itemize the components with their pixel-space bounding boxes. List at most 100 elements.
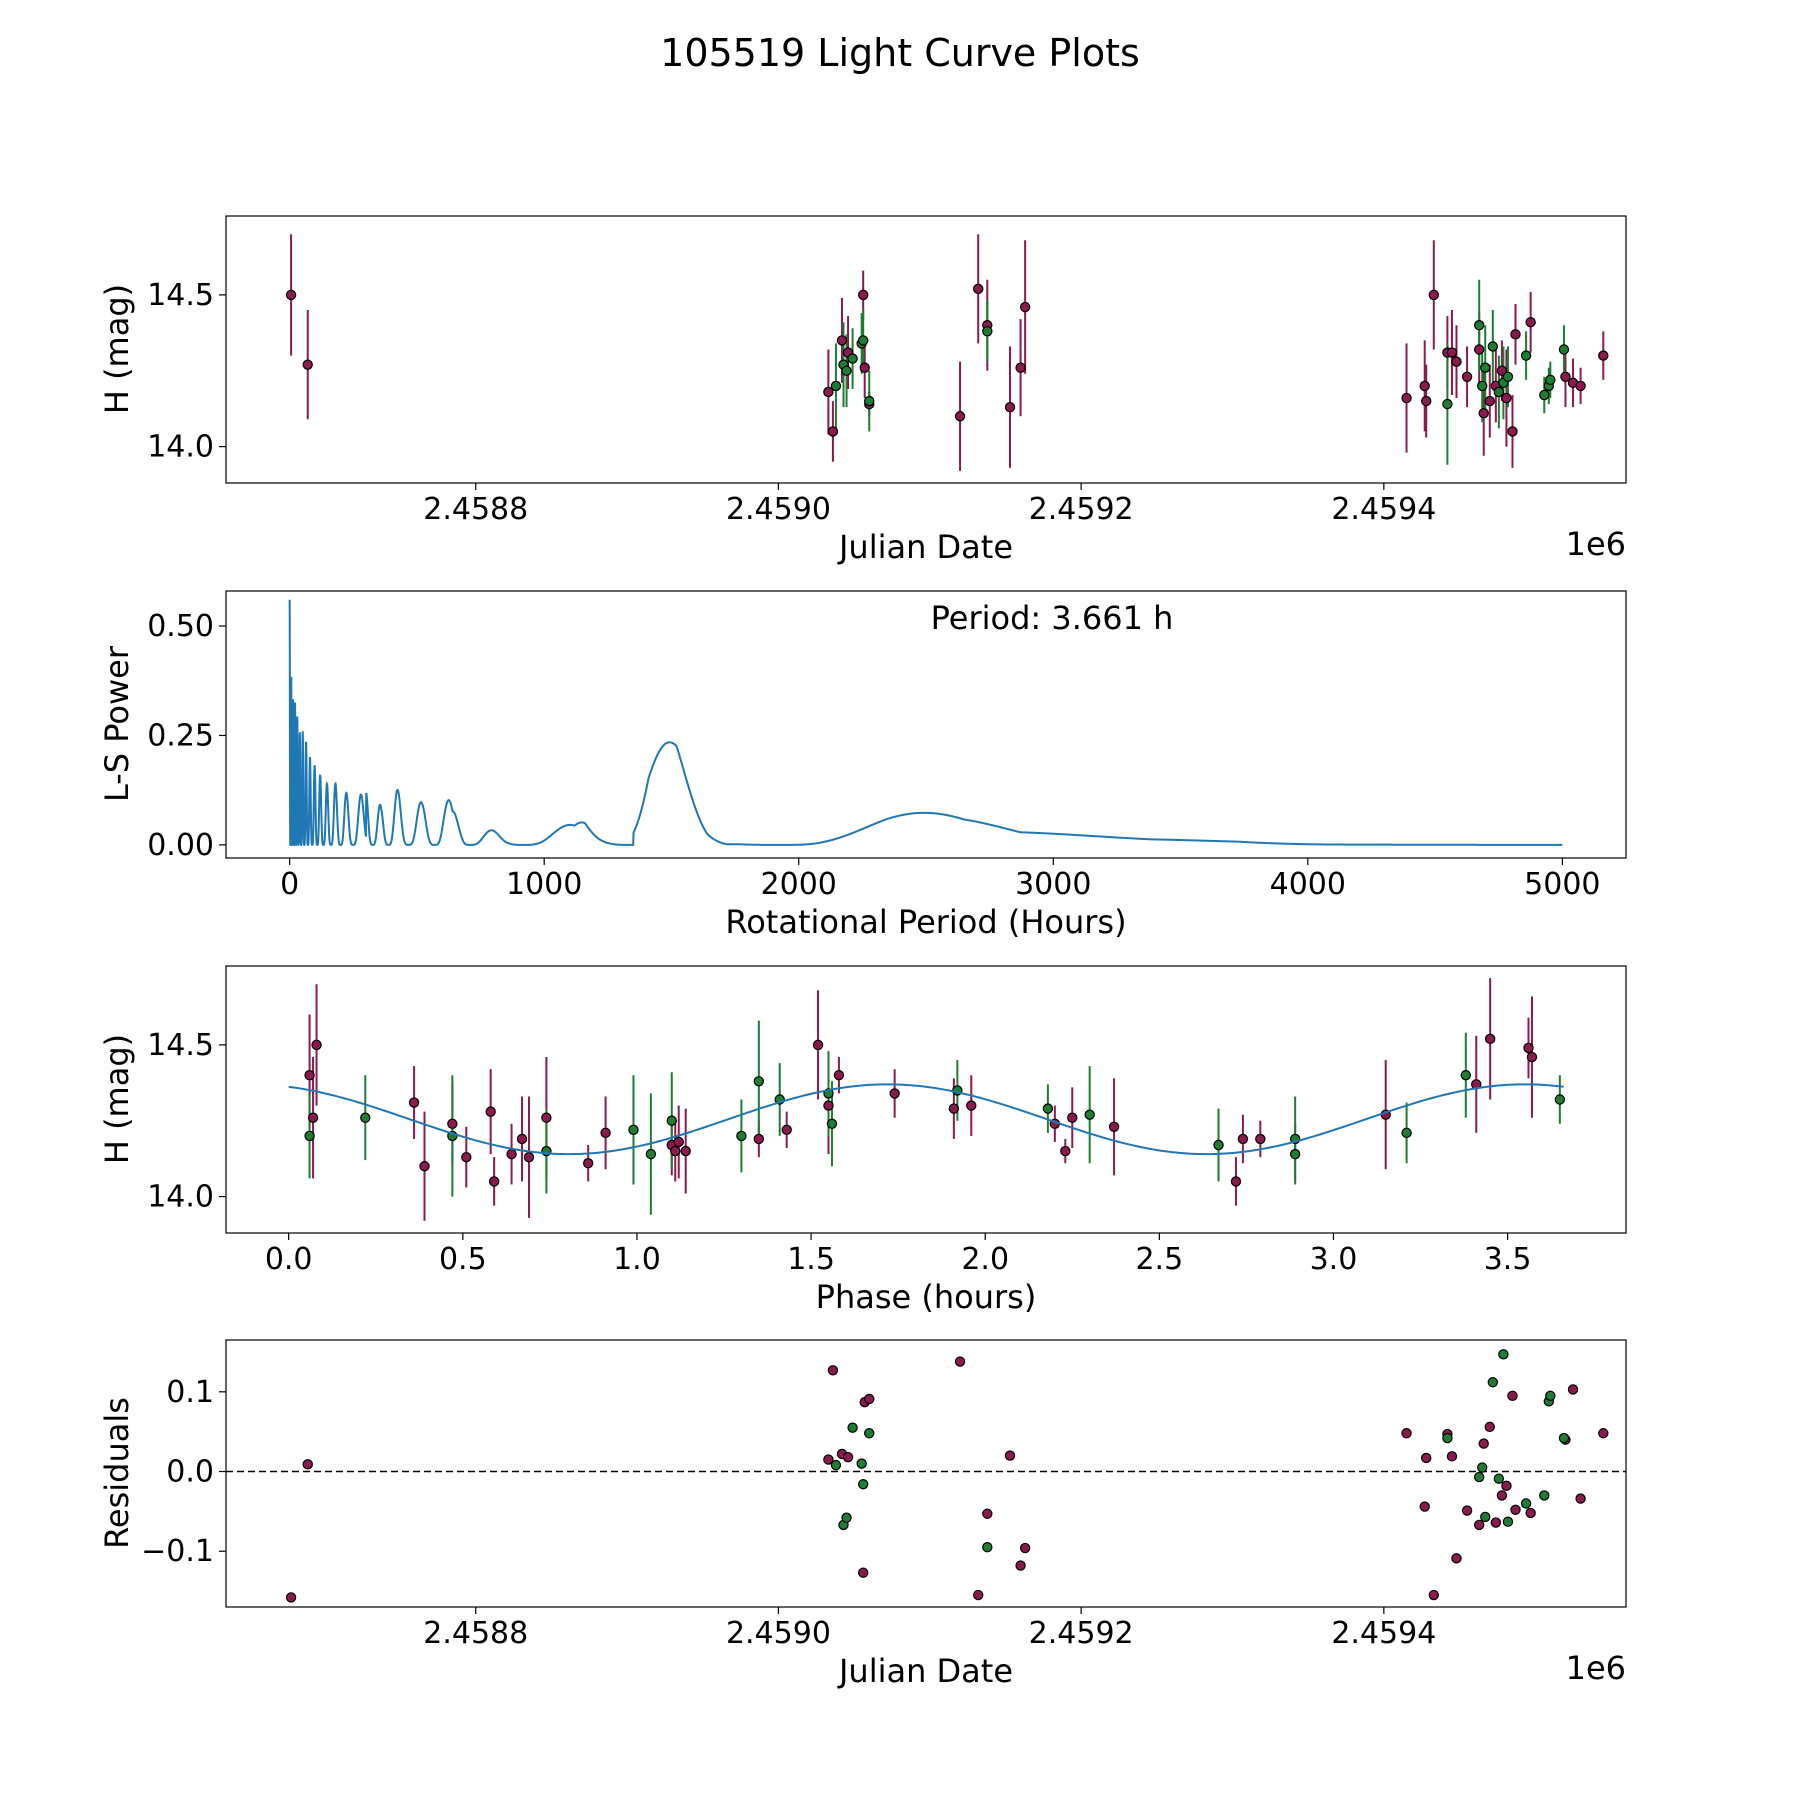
residuals-point-green [982, 1542, 993, 1553]
light-curve-point-magenta [1525, 316, 1536, 328]
phase-point-green [304, 1130, 315, 1142]
residuals-xlabel: Julian Date [837, 1652, 1013, 1690]
residuals-ytick-label: 0.1 [166, 1375, 214, 1410]
light-curve-point-magenta [1421, 395, 1432, 407]
light-curve-point-magenta [1478, 408, 1489, 419]
residuals-point-green [841, 1512, 852, 1523]
residuals-point-green [830, 1459, 842, 1471]
light-curve-offset-label: 1e6 [1566, 525, 1626, 563]
light-curve-point-magenta [1004, 401, 1016, 413]
residuals-point-magenta [1496, 1490, 1508, 1501]
residuals-point-magenta [1598, 1428, 1609, 1439]
residuals-point-magenta [285, 1592, 297, 1603]
residuals-point-magenta [842, 1451, 854, 1463]
phase-point-magenta [523, 1151, 535, 1163]
periodogram-ytick-label: 0.50 [147, 609, 214, 644]
phase-point-magenta [488, 1176, 500, 1187]
light-curve-marks [285, 234, 1609, 471]
residuals-point-magenta [1421, 1452, 1432, 1464]
residuals-point-magenta [973, 1589, 984, 1601]
phase-ylabel: H (mag) [98, 1034, 136, 1164]
phase-point-green [1213, 1139, 1224, 1151]
residuals-point-magenta [1507, 1390, 1518, 1401]
residuals-point-magenta [302, 1459, 313, 1470]
residuals-xtick-label: 2.4594 [1331, 1616, 1436, 1651]
phase-point-magenta [516, 1133, 528, 1145]
residuals-panel: Julian Date Residuals 1e6 2.4588 2.4590 2.… [98, 1339, 1627, 1690]
light-curve-point-green [1520, 350, 1532, 361]
light-curve-xtick-label: 2.4590 [726, 492, 831, 527]
residuals-point-magenta [864, 1393, 875, 1405]
residuals-xtick-label: 2.4592 [1029, 1616, 1134, 1651]
residuals-point-magenta [1567, 1384, 1579, 1395]
light-curve-panel: Julian Date H (mag) 1e6 2.4588 2.4590 2.45… [98, 215, 1627, 566]
phase-point-magenta [311, 1039, 322, 1051]
light-curve-point-magenta [954, 411, 966, 422]
light-curve-point-green [841, 365, 852, 376]
phase-point-magenta [582, 1158, 594, 1169]
phase-point-magenta [753, 1133, 765, 1145]
phase-point-magenta [506, 1148, 517, 1160]
light-curve-point-magenta [859, 362, 870, 373]
residuals-point-green [1558, 1432, 1570, 1444]
residuals-offset-label: 1e6 [1566, 1649, 1626, 1687]
phase-frame [225, 965, 1627, 1234]
residuals-marks [226, 1349, 1626, 1603]
residuals-point-green [1487, 1377, 1499, 1388]
light-curve-point-magenta [1451, 356, 1462, 367]
phase-point-magenta [485, 1106, 496, 1117]
phase-xtick-label: 2.0 [961, 1242, 1009, 1277]
phase-point-magenta [812, 1039, 824, 1051]
light-curve-point-magenta [1575, 380, 1586, 392]
phase-point-green [753, 1076, 765, 1087]
light-curve-xtick-label: 2.4594 [1331, 492, 1436, 527]
light-curve-point-green [1473, 320, 1485, 331]
light-curve-point-green [1480, 362, 1491, 373]
residuals-point-green [864, 1428, 875, 1439]
phase-point-green [826, 1118, 838, 1129]
phase-point-magenta [1523, 1042, 1534, 1054]
residuals-point-magenta [1451, 1553, 1462, 1564]
periodogram-xtick-label: 4000 [1270, 867, 1346, 902]
residuals-point-green [1473, 1471, 1485, 1483]
light-curve-point-magenta [302, 359, 313, 370]
phase-point-green [1084, 1109, 1095, 1120]
phase-xlabel: Phase (hours) [816, 1278, 1037, 1316]
phase-point-green [1460, 1070, 1472, 1081]
periodogram-ylabel: L-S Power [98, 645, 136, 802]
residuals-point-magenta [1473, 1519, 1485, 1531]
residuals-point-magenta [1004, 1450, 1016, 1461]
light-curve-ticks: 2.4588 2.4590 2.4592 2.4594 14.0 14.5 [147, 278, 1436, 527]
residuals-point-green [1520, 1498, 1532, 1509]
residuals-point-green [1493, 1473, 1505, 1484]
periodogram-panel: Rotational Period (Hours) L-S Power Peri… [98, 590, 1627, 941]
periodogram-frame [225, 590, 1627, 859]
phase-point-magenta [889, 1088, 900, 1099]
light-curve-point-magenta [1473, 344, 1485, 355]
phase-point-magenta [1255, 1133, 1266, 1145]
phase-point-magenta [1484, 1033, 1496, 1045]
phase-point-magenta [419, 1161, 430, 1172]
phase-xtick-label: 2.5 [1135, 1242, 1183, 1277]
phase-point-magenta [680, 1145, 691, 1157]
light-curve-point-magenta [827, 426, 839, 437]
period-annotation: Period: 3.661 h [931, 599, 1174, 637]
periodogram-ytick-label: 0.25 [147, 718, 214, 753]
residuals-point-magenta [1501, 1480, 1512, 1492]
periodogram-xtick-label: 2000 [761, 867, 837, 902]
light-curve-point-magenta [285, 289, 297, 301]
phase-point-magenta [1067, 1112, 1078, 1123]
light-curve-point-green [847, 353, 858, 364]
residuals-point-magenta [1510, 1504, 1521, 1515]
residuals-frame [225, 1339, 1627, 1608]
residuals-point-green [1539, 1490, 1550, 1501]
light-curve-point-green [982, 326, 993, 337]
residuals-point-magenta [1401, 1428, 1412, 1439]
phase-ytick-label: 14.0 [147, 1180, 214, 1215]
light-curve-point-magenta [1019, 301, 1031, 313]
residuals-point-green [847, 1422, 858, 1433]
residuals-point-green [1545, 1390, 1556, 1401]
phase-point-magenta [447, 1118, 458, 1129]
light-curve-point-magenta [836, 335, 848, 346]
